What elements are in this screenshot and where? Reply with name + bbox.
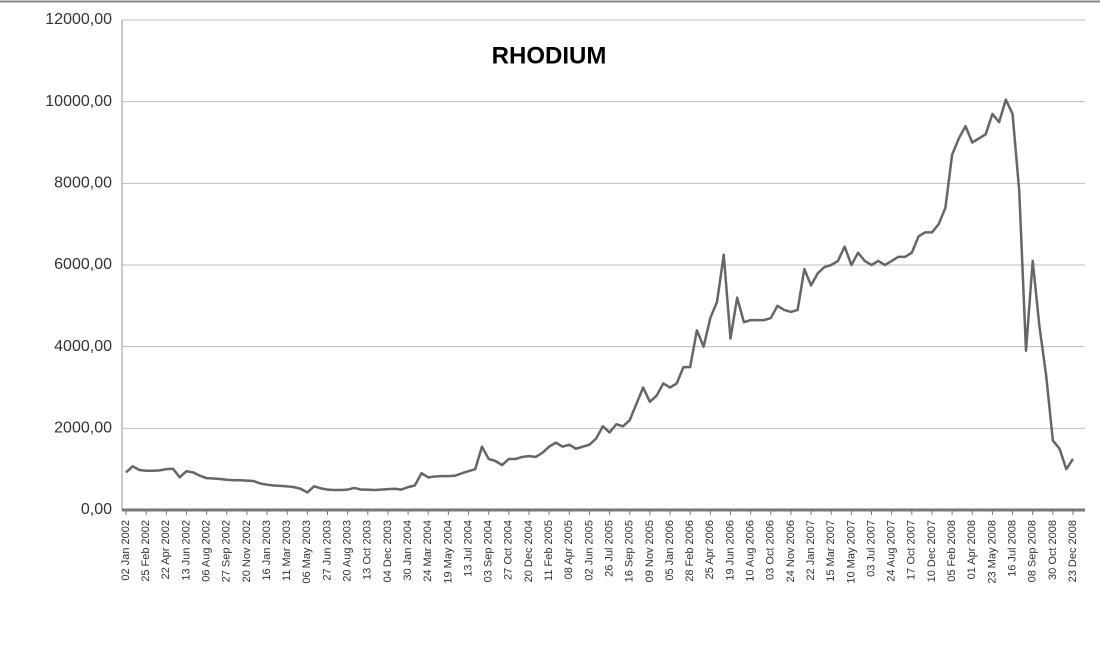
x-tick-label: 27 Sep 2002 [221, 520, 233, 582]
x-tick-label: 17 Oct 2007 [906, 520, 918, 580]
x-tick-label: 13 Oct 2003 [362, 520, 374, 580]
x-tick-label: 22 Apr 2002 [160, 520, 172, 579]
x-tick-label: 30 Oct 2008 [1047, 520, 1059, 580]
x-tick-label: 03 Oct 2006 [765, 520, 777, 580]
x-tick-label: 20 Aug 2003 [342, 520, 354, 582]
x-tick-label: 11 Feb 2005 [543, 520, 555, 581]
x-tick-label: 25 Feb 2002 [140, 520, 152, 582]
x-tick-label: 10 Aug 2006 [745, 520, 757, 582]
y-tick-label: 12000,00 [45, 11, 112, 28]
x-tick-label: 27 Jun 2003 [321, 520, 333, 581]
x-tick-label: 05 Feb 2008 [946, 520, 958, 582]
y-tick-label: 0,00 [81, 501, 112, 518]
chart-title: RHODIUM [492, 42, 607, 69]
x-tick-label: 06 Aug 2002 [201, 520, 213, 582]
x-tick-label: 03 Jul 2007 [865, 520, 877, 577]
x-tick-label: 24 Mar 2004 [422, 520, 434, 582]
y-tick-label: 2000,00 [54, 420, 112, 437]
x-tick-label: 10 Dec 2007 [926, 520, 938, 582]
x-tick-label: 20 Dec 2004 [523, 520, 535, 582]
data-line [125, 98, 1075, 494]
x-tick-label: 05 Jan 2006 [664, 520, 676, 581]
x-tick-label: 16 Sep 2005 [624, 520, 636, 582]
y-tick-label: 6000,00 [54, 256, 112, 273]
x-tick-label: 09 Nov 2005 [644, 520, 656, 582]
x-tick-label: 15 Mar 2007 [825, 520, 837, 582]
x-tick-label: 22 Jan 2007 [805, 520, 817, 581]
x-tick-label: 26 Jul 2005 [603, 520, 615, 577]
x-tick-label: 01 Apr 2008 [966, 520, 978, 579]
y-tick-label: 10000,00 [45, 93, 112, 110]
x-tick-label: 24 Nov 2006 [785, 520, 797, 582]
x-tick-label: 23 Dec 2008 [1067, 520, 1079, 582]
x-tick-label: 08 Sep 2008 [1027, 520, 1039, 582]
x-tick-label: 28 Feb 2006 [684, 520, 696, 582]
x-tick-label: 10 May 2007 [845, 520, 857, 584]
y-tick-label: 8000,00 [54, 175, 112, 192]
x-tick-label: 03 Sep 2004 [483, 520, 495, 582]
x-tick-label: 04 Dec 2003 [382, 520, 394, 582]
x-tick-label: 19 May 2004 [442, 520, 454, 584]
x-tick-label: 23 May 2008 [986, 520, 998, 584]
x-tick-label: 08 Apr 2005 [563, 520, 575, 579]
x-tick-label: 13 Jun 2002 [180, 520, 192, 581]
x-tick-label: 02 Jan 2002 [120, 520, 132, 581]
x-tick-label: 02 Jun 2005 [583, 520, 595, 581]
x-tick-label: 16 Jul 2008 [1006, 520, 1018, 577]
x-tick-label: 13 Jul 2004 [462, 520, 474, 577]
x-tick-label: 27 Oct 2004 [503, 520, 515, 580]
x-tick-label: 06 May 2003 [301, 520, 313, 584]
x-tick-label: 16 Jan 2003 [261, 520, 273, 581]
y-tick-label: 4000,00 [54, 338, 112, 355]
x-tick-label: 19 Jun 2006 [724, 520, 736, 581]
x-tick-label: 25 Apr 2006 [704, 520, 716, 579]
x-tick-label: 20 Nov 2002 [241, 520, 253, 582]
x-tick-label: 11 Mar 2003 [281, 520, 293, 581]
x-tick-label: 30 Jan 2004 [402, 520, 414, 581]
x-tick-label: 24 Aug 2007 [886, 520, 898, 582]
